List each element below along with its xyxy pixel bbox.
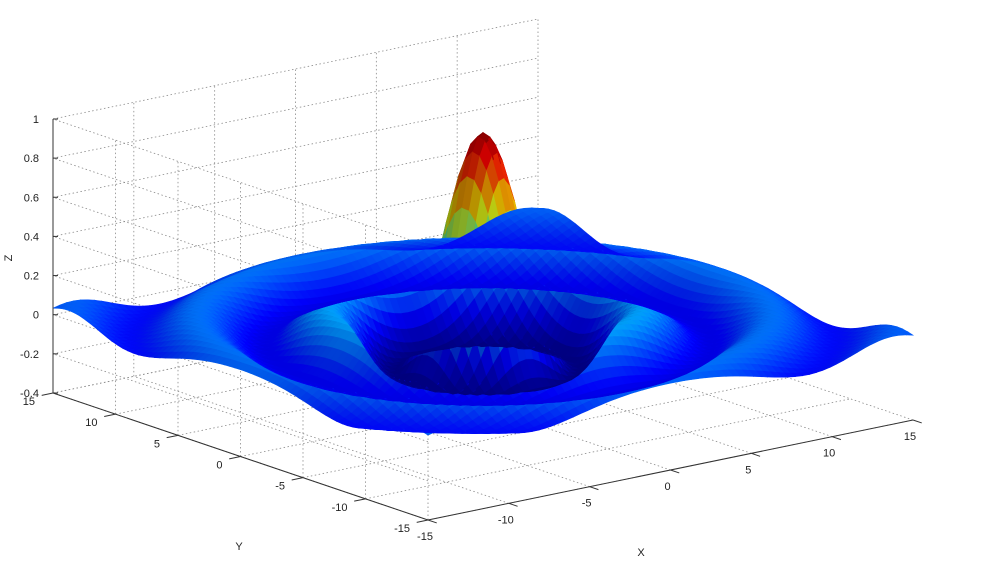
- grid-line: [365, 398, 851, 500]
- x-tick-label: -5: [582, 498, 592, 510]
- y-axis-label: Y: [235, 541, 243, 553]
- surface-layer: [52, 132, 915, 436]
- y-tick-label: 10: [85, 417, 97, 429]
- x-tick-label: -10: [498, 514, 514, 526]
- x-tick-label: 5: [745, 464, 751, 476]
- x-tick-mark: [508, 502, 518, 507]
- x-tick-label: 0: [664, 481, 670, 493]
- z-tick-label: -0.4: [20, 388, 39, 400]
- y-tick-label: -10: [332, 502, 348, 514]
- grid-line: [302, 377, 789, 479]
- z-tick-label: 0.4: [24, 231, 39, 243]
- y-tick-label: 5: [154, 438, 160, 450]
- y-tick-label: -15: [394, 523, 410, 535]
- y-tick-mark: [166, 434, 179, 439]
- grid-line: [52, 18, 539, 120]
- z-tick-label: 1: [33, 114, 39, 126]
- z-tick-label: 0.2: [24, 271, 39, 283]
- x-tick-mark: [751, 452, 761, 457]
- x-tick-mark: [589, 486, 599, 491]
- z-tick-label: -0.2: [20, 349, 39, 361]
- x-tick-mark: [832, 436, 842, 441]
- x-tick-mark: [912, 419, 922, 424]
- y-tick-label: 0: [216, 460, 222, 472]
- y-tick-label: -5: [275, 481, 285, 493]
- y-tick-mark: [41, 392, 54, 396]
- z-tick-label: 0: [33, 310, 39, 322]
- x-tick-mark: [427, 519, 437, 524]
- y-tick-mark: [104, 413, 116, 417]
- z-tick-label: 0.8: [24, 153, 39, 165]
- y-tick-mark: [229, 456, 241, 460]
- x-tick-label: 15: [904, 431, 916, 443]
- y-tick-mark: [291, 477, 304, 481]
- x-tick-mark: [670, 469, 680, 474]
- z-axis-label: Z: [3, 254, 15, 261]
- x-tick-label: -15: [417, 531, 433, 543]
- grid-line: [52, 57, 539, 159]
- x-tick-label: 10: [823, 448, 835, 460]
- grid-line: [52, 96, 539, 198]
- y-tick-mark: [354, 498, 366, 502]
- z-tick-label: 0.6: [24, 192, 39, 204]
- y-tick-mark: [416, 519, 429, 523]
- x-axis-label: X: [637, 547, 645, 559]
